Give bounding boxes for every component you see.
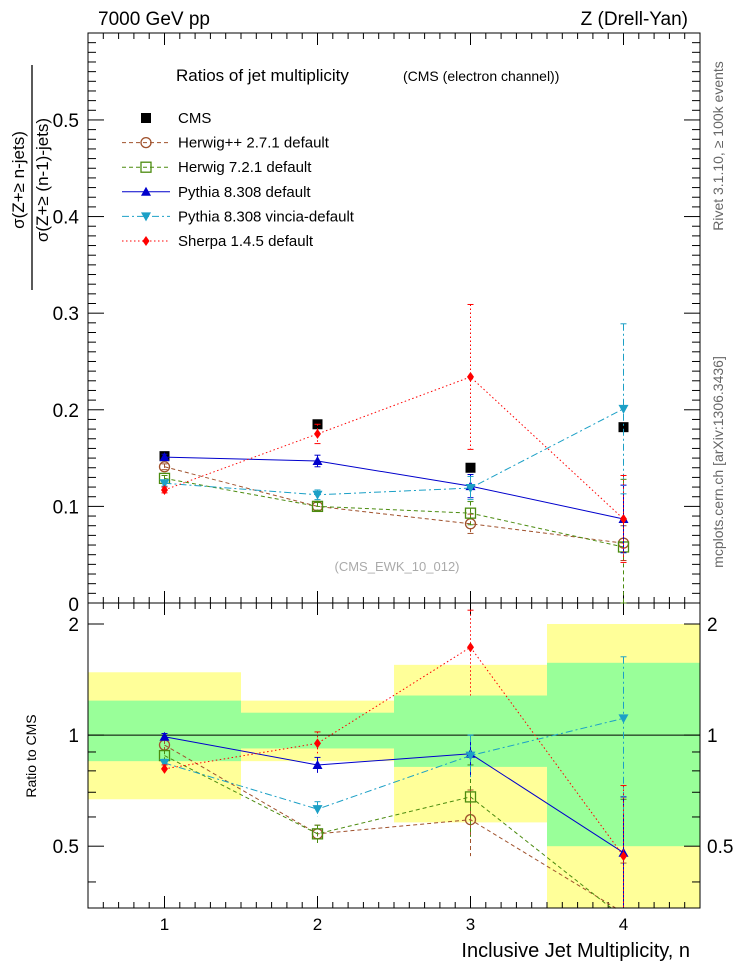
main-panel-series: [158, 303, 630, 604]
data-point: [465, 462, 476, 473]
ratio-line: [164, 717, 624, 810]
x-axis-label: Inclusive Jet Multiplicity, n: [461, 940, 690, 962]
ratio-y-tick-label: 1: [68, 726, 79, 747]
ratio-point: [159, 731, 170, 741]
series-line: [164, 456, 624, 520]
main-y-tick-label: 0.2: [53, 401, 79, 422]
ratio-point: [618, 714, 629, 724]
data-point: [312, 490, 323, 500]
rivet-label: Rivet 3.1.10, ≥ 100k events: [710, 61, 726, 231]
ratio-y-tick-label-right: 0.5: [707, 837, 733, 858]
legend-item-cms: CMS: [141, 110, 211, 127]
analysis-watermark: (CMS_EWK_10_012): [335, 559, 460, 574]
x-tick-label: 2: [313, 915, 322, 934]
main-y-tick-label: 0.1: [53, 497, 79, 518]
legend-marker: [141, 212, 151, 222]
legend-label: CMS: [178, 110, 211, 127]
data-point: [465, 484, 476, 494]
series-herwig-2-7-1-default: [158, 461, 630, 561]
legend: CMS Herwig++ 2.7.1 default Herwig 7.2.1 de…: [122, 110, 355, 250]
data-point: [311, 500, 324, 513]
legend-label: Herwig++ 2.7.1 default: [178, 135, 330, 152]
ratio-y-tick-label: 2: [68, 615, 79, 636]
series-line: [164, 477, 624, 548]
legend-item-herwig-2-7-1-default: Herwig++ 2.7.1 default: [122, 135, 330, 152]
x-tick-label: 4: [619, 915, 628, 934]
data-point: [467, 371, 474, 382]
data-point: [618, 422, 629, 433]
main-ylabel: σ(Z+≥ n-jets) σ(Z+≥ (n-1)-jets): [9, 65, 52, 290]
data-point: [158, 461, 171, 473]
data-point: [161, 484, 168, 495]
legend-marker: [142, 236, 150, 246]
legend-label: Herwig 7.2.1 default: [178, 159, 312, 176]
ratio-point: [312, 759, 323, 769]
chart-subtitle: (CMS (electron channel)): [403, 68, 559, 84]
legend-item-pythia-8-308-default: Pythia 8.308 default: [122, 184, 311, 201]
ratio-line: [164, 755, 624, 919]
ratio-point: [311, 828, 324, 840]
main-y-tick-label: 0.3: [53, 304, 79, 325]
data-point: [159, 452, 170, 462]
legend-item-sherpa-1-4-5-default: Sherpa 1.4.5 default: [122, 233, 314, 250]
legend-label: Pythia 8.308 default: [178, 184, 311, 201]
ratio-point: [314, 738, 321, 749]
series-cms: [159, 419, 629, 473]
data-point: [314, 428, 321, 439]
chart-title: Ratios of jet multiplicity: [176, 66, 349, 85]
data-point: [312, 455, 323, 465]
series-pythia-8-308-default: [159, 452, 629, 554]
legend-marker: [140, 161, 152, 173]
ratio-point: [467, 642, 474, 653]
ratio-bottom-mask: [0, 909, 746, 917]
legend-marker: [140, 136, 152, 149]
main-ylabel-denominator: σ(Z+≥ (n-1)-jets): [33, 118, 52, 242]
ratio-y-tick-label-right: 1: [707, 726, 718, 747]
ratio-point: [620, 851, 627, 862]
ratio-line: [164, 736, 624, 854]
series-sherpa-1-4-5-default: [161, 303, 627, 563]
ratio-line: [164, 646, 624, 857]
legend-marker: [141, 113, 151, 123]
series-line: [164, 408, 624, 496]
ratio-point: [465, 751, 476, 761]
data-point: [159, 479, 170, 489]
header-left: 7000 GeV pp: [98, 9, 210, 30]
ratio-y-tick-label: 0.5: [53, 837, 79, 858]
x-tick-label: 3: [466, 915, 475, 934]
header-right: Z (Drell-Yan): [581, 9, 688, 30]
main-ylabel-numerator: σ(Z+≥ n-jets): [9, 131, 28, 229]
legend-label: Sherpa 1.4.5 default: [178, 233, 314, 250]
series-line: [164, 376, 624, 520]
main-y-tick-label-zero: 0: [68, 595, 79, 616]
legend-label: Pythia 8.308 vincia-default: [178, 208, 355, 225]
legend-marker: [141, 186, 151, 196]
series-line: [164, 466, 624, 544]
main-y-tick-label: 0.4: [53, 208, 80, 229]
legend-item-pythia-8-308-vincia-default: Pythia 8.308 vincia-default: [122, 208, 355, 225]
data-point: [618, 404, 629, 414]
ratio-panel-axes: 1 2 3 4 0.5 0.5 1 1 2 2: [53, 602, 733, 934]
ratio-point: [159, 759, 170, 769]
ratio-panel-series: [0, 609, 746, 919]
data-point: [464, 507, 477, 519]
ratio-uncertainty-bands: [88, 624, 700, 908]
main-y-tick-label: 0.5: [53, 111, 79, 132]
ratio-point: [312, 805, 323, 815]
source-label: mcplots.cern.ch [arXiv:1306.3436]: [710, 356, 726, 568]
ratio-point: [161, 763, 168, 774]
ratio-y-tick-label-right: 2: [707, 615, 718, 636]
ratio-series-sherpa-1-4-5-default: [161, 609, 627, 908]
ratio-point: [464, 791, 477, 803]
series-pythia-8-308-vincia-default: [159, 323, 629, 501]
data-point: [620, 513, 627, 524]
series-herwig-7-2-1-default: [158, 472, 630, 604]
ratio-ylabel: Ratio to CMS: [23, 714, 39, 797]
x-tick-label: 1: [160, 915, 169, 934]
legend-item-herwig-7-2-1-default: Herwig 7.2.1 default: [122, 159, 312, 176]
ratio-line: [164, 744, 624, 914]
